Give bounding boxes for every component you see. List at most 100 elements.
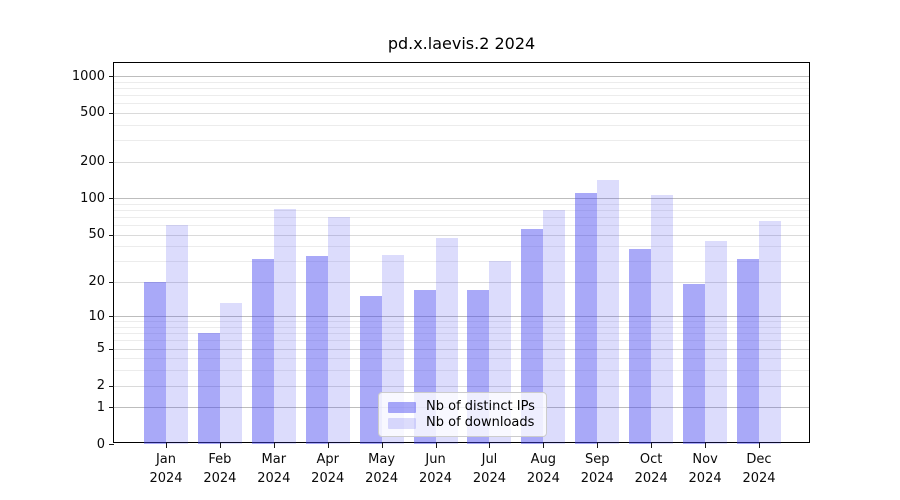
gridline-minor xyxy=(114,246,809,248)
gridline-major xyxy=(114,316,809,318)
x-tick-year: 2024 xyxy=(580,471,614,486)
bar-distinct-ips xyxy=(521,228,544,444)
legend-row-distinct-ips: Nb of distinct IPs xyxy=(388,399,538,415)
bar-downloads xyxy=(219,303,242,444)
y-tick xyxy=(109,161,114,163)
x-tick xyxy=(543,443,545,448)
gridline-minor xyxy=(114,88,809,89)
gridline-minor xyxy=(114,333,809,335)
plot-area xyxy=(113,62,810,444)
gridline-major xyxy=(114,198,809,200)
x-tick xyxy=(489,443,491,448)
x-tick-label: Oct 2024 xyxy=(621,450,681,488)
bar-downloads xyxy=(166,225,188,444)
x-tick-label: Apr 2024 xyxy=(298,450,358,488)
x-tick-label: Nov 2024 xyxy=(675,450,735,488)
x-tick xyxy=(597,443,599,448)
x-tick-year: 2024 xyxy=(688,471,722,486)
x-tick-month: Oct xyxy=(639,452,663,467)
y-tick-label: 1 xyxy=(96,399,105,415)
gridline-minor xyxy=(114,140,809,142)
y-tick-label: 200 xyxy=(80,154,105,170)
y-tick xyxy=(109,444,114,445)
y-tick xyxy=(109,198,114,200)
y-tick-label: 20 xyxy=(88,274,105,290)
gridline-minor xyxy=(114,261,809,263)
gridline-mid xyxy=(114,234,809,236)
bar-distinct-ips xyxy=(575,193,598,444)
legend-label-downloads: Nb of downloads xyxy=(426,415,535,430)
x-tick-label: Sep 2024 xyxy=(567,450,627,488)
bar-distinct-ips xyxy=(144,281,166,444)
x-tick xyxy=(381,443,383,448)
gridline-mid xyxy=(114,385,809,387)
y-tick-label: 5 xyxy=(96,341,105,357)
bar-downloads xyxy=(705,241,728,444)
x-tick-year: 2024 xyxy=(472,471,506,486)
bar-downloads xyxy=(327,217,350,444)
y-tick xyxy=(109,385,114,387)
x-tick-year: 2024 xyxy=(365,471,399,486)
bar-distinct-ips xyxy=(305,256,328,444)
x-tick-label: Aug 2024 xyxy=(513,450,573,488)
y-tick xyxy=(109,112,114,114)
x-tick-year: 2024 xyxy=(742,471,776,486)
x-tick-month: Jun xyxy=(425,452,446,467)
x-tick xyxy=(219,443,221,448)
x-tick-label: May 2024 xyxy=(352,450,412,488)
gridline-mid xyxy=(114,112,809,114)
x-tick-month: Jan xyxy=(155,452,177,467)
bar-distinct-ips xyxy=(197,333,220,444)
y-tick-label: 1000 xyxy=(71,68,105,84)
x-tick-year: 2024 xyxy=(418,471,453,486)
x-tick-month: Jul xyxy=(481,452,498,467)
gridline-major xyxy=(114,76,809,78)
x-tick xyxy=(435,443,437,448)
gridline-minor xyxy=(114,124,809,126)
bar-downloads xyxy=(759,220,781,444)
x-tick-month: Feb xyxy=(208,452,232,467)
x-tick-label: Jun 2024 xyxy=(406,450,466,488)
gridline-mid xyxy=(114,161,809,163)
y-tick-label: 0 xyxy=(96,436,105,452)
bar-distinct-ips xyxy=(251,259,274,444)
bar-distinct-ips xyxy=(629,248,652,444)
bar-distinct-ips xyxy=(737,259,759,444)
x-tick-label: Feb 2024 xyxy=(190,450,250,488)
y-tick xyxy=(109,316,114,318)
bar-distinct-ips xyxy=(359,296,382,444)
x-tick-year: 2024 xyxy=(149,471,183,486)
x-tick-month: Sep xyxy=(585,452,610,467)
gridline-mid xyxy=(114,281,809,283)
gridline-minor xyxy=(114,217,809,219)
y-tick xyxy=(109,348,114,350)
x-tick xyxy=(327,443,329,448)
legend: Nb of distinct IPs Nb of downloads xyxy=(378,392,547,437)
x-tick xyxy=(273,443,275,448)
gridline-mid xyxy=(114,348,809,350)
gridline-minor xyxy=(114,203,809,205)
gridline-minor xyxy=(114,370,809,372)
x-tick xyxy=(759,443,760,448)
gridline-minor xyxy=(114,358,809,360)
y-tick xyxy=(109,234,114,236)
x-tick-label: Jan 2024 xyxy=(136,450,196,488)
gridline-minor xyxy=(114,81,809,83)
legend-swatch-distinct-ips xyxy=(388,401,416,413)
x-tick xyxy=(166,443,167,448)
x-tick-label: Jul 2024 xyxy=(459,450,519,488)
gridline-minor xyxy=(114,210,809,211)
gridline-minor xyxy=(114,103,809,105)
gridline-minor xyxy=(114,225,809,227)
x-tick-year: 2024 xyxy=(311,471,345,486)
chart-title: pd.x.laevis.2 2024 xyxy=(387,34,536,53)
x-tick-month: May xyxy=(368,452,396,467)
legend-row-downloads: Nb of downloads xyxy=(388,415,538,431)
y-tick-label: 500 xyxy=(80,105,105,121)
x-tick-year: 2024 xyxy=(526,471,560,486)
gridline-minor xyxy=(114,327,809,328)
x-tick-label: Mar 2024 xyxy=(244,450,304,488)
x-tick-label: Dec 2024 xyxy=(729,450,789,488)
y-tick xyxy=(109,281,114,283)
